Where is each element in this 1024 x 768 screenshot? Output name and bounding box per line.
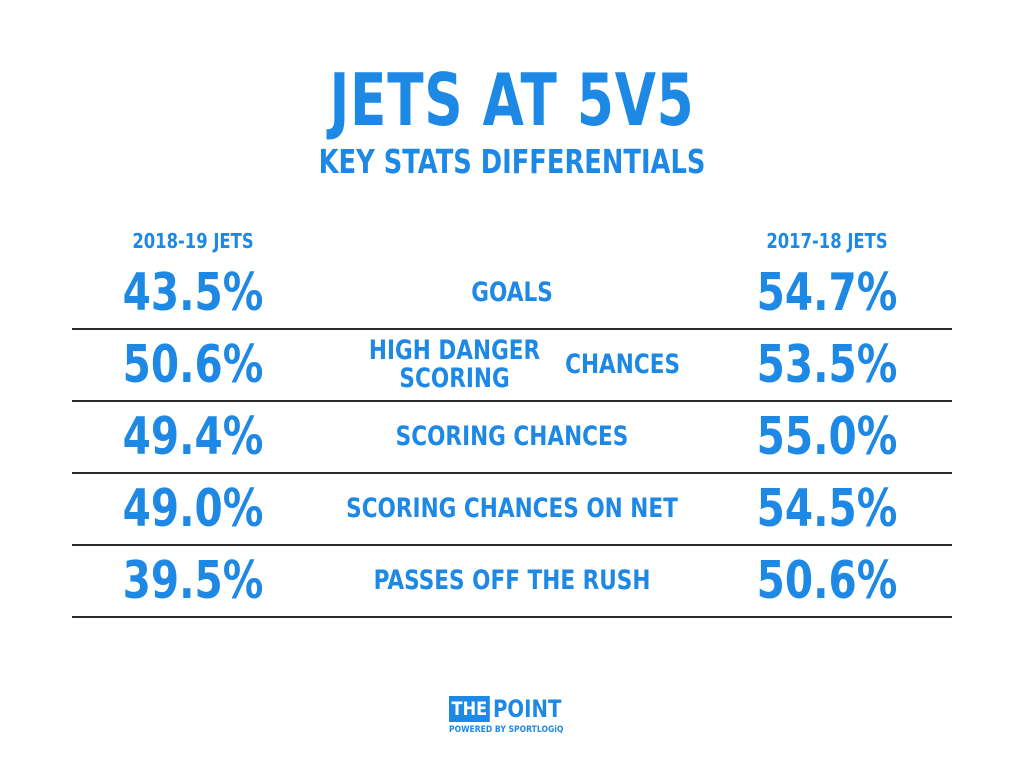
stat-row: 49.0% SCORING CHANCES ON NET 54.5% [72, 474, 952, 546]
stat-value-2017-18: 55.0% [756, 407, 898, 467]
stat-value-2018-19: 50.6% [122, 335, 264, 395]
stat-label: SCORING CHANCES ON NET [344, 474, 680, 544]
stat-value-2017-18: 50.6% [756, 551, 898, 611]
stat-row: 49.4% SCORING CHANCES 55.0% [72, 402, 952, 474]
column-header-2017-18: 2017-18 JETS [766, 229, 888, 253]
stat-label: HIGH DANGER SCORING CHANCES [344, 330, 680, 400]
stat-row: 50.6% HIGH DANGER SCORING CHANCES 53.5% [72, 330, 952, 402]
stat-label: SCORING CHANCES [344, 402, 680, 472]
column-header-2018-19: 2018-19 JETS [132, 229, 254, 253]
stat-label-line: PASSES OFF THE RUSH [373, 565, 651, 596]
stat-label-line: HIGH DANGER SCORING [368, 335, 541, 394]
stats-table: 43.5% GOALS 54.7% 50.6% HIGH DANGER SCORING C… [72, 258, 952, 618]
stat-label-line: SCORING CHANCES ON NET [346, 493, 678, 524]
chart-title: JETS AT 5V5 [329, 58, 695, 142]
stat-label-line: GOALS [471, 277, 553, 308]
stat-value-2018-19: 39.5% [122, 551, 264, 611]
chart-subtitle: KEY STATS DIFFERENTIALS [318, 142, 706, 181]
stat-value-2017-18: 54.5% [756, 479, 898, 539]
logo-point-text: POINT [492, 695, 562, 723]
stat-label-line: SCORING CHANCES [395, 421, 629, 452]
stat-label: GOALS [344, 258, 680, 328]
logo-wordmark: THE POINT [449, 696, 576, 722]
logo-powered-by: POWERED BY SPORTLOGiQ [449, 725, 564, 735]
logo-the-text: THE [449, 696, 490, 722]
stat-row: 43.5% GOALS 54.7% [72, 258, 952, 330]
stat-label: PASSES OFF THE RUSH [344, 546, 680, 616]
the-point-logo: THE POINT POWERED BY SPORTLOGiQ [449, 696, 577, 740]
stat-value-2018-19: 43.5% [122, 263, 264, 323]
stat-label-line: CHANCES [565, 349, 680, 380]
stat-value-2017-18: 54.7% [756, 263, 898, 323]
stat-row: 39.5% PASSES OFF THE RUSH 50.6% [72, 546, 952, 618]
stat-value-2018-19: 49.4% [122, 407, 264, 467]
stat-value-2017-18: 53.5% [756, 335, 898, 395]
stat-value-2018-19: 49.0% [122, 479, 264, 539]
